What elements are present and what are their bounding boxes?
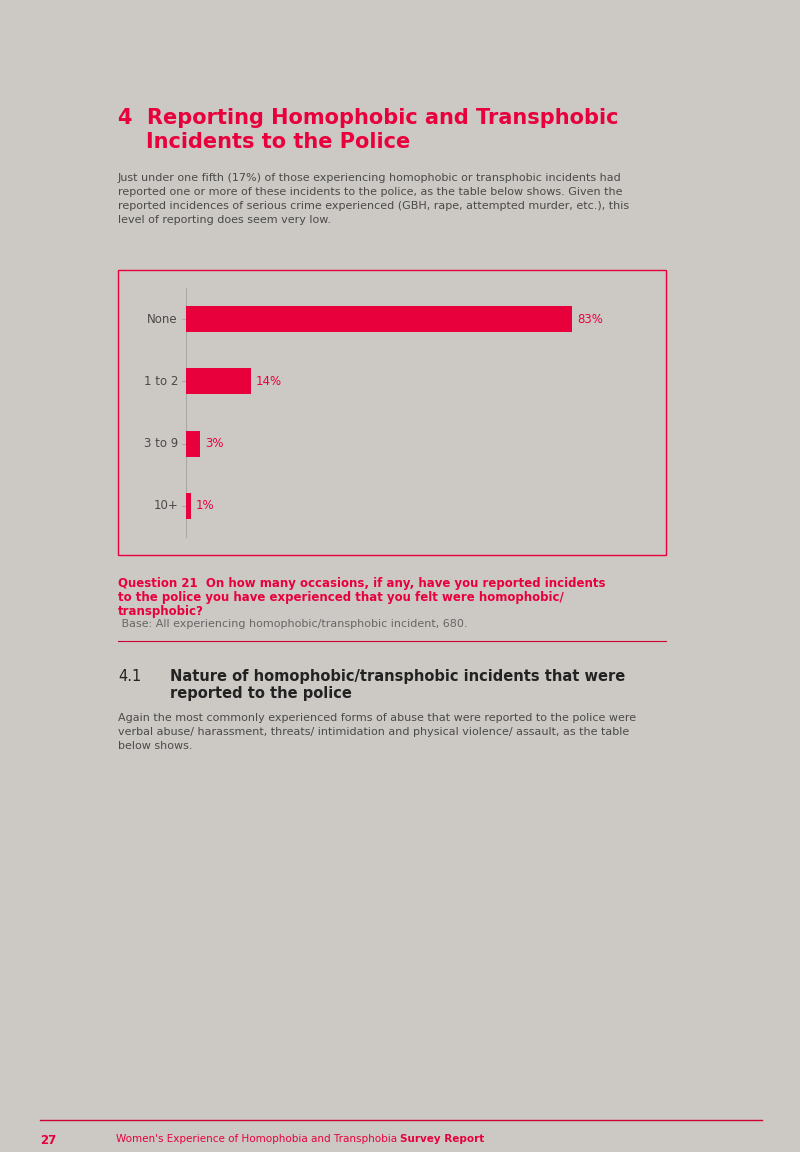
Text: Again the most commonly experienced forms of abuse that were reported to the pol: Again the most commonly experienced form… <box>118 713 636 723</box>
Text: 83%: 83% <box>577 312 603 326</box>
Text: Base: All experiencing homophobic/transphobic incident, 680.: Base: All experiencing homophobic/transp… <box>118 619 467 629</box>
Text: 4  Reporting Homophobic and Transphobic: 4 Reporting Homophobic and Transphobic <box>118 108 618 128</box>
Bar <box>186 493 190 518</box>
Text: Question 21  On how many occasions, if any, have you reported incidents: Question 21 On how many occasions, if an… <box>118 577 606 590</box>
Text: Just under one fifth (17%) of those experiencing homophobic or transphobic incid: Just under one fifth (17%) of those expe… <box>118 173 622 183</box>
Text: 10+: 10+ <box>154 499 178 513</box>
Text: 14%: 14% <box>256 374 282 388</box>
Text: Nature of homophobic/transphobic incidents that were: Nature of homophobic/transphobic inciden… <box>170 669 626 684</box>
Bar <box>118 270 666 555</box>
Text: reported one or more of these incidents to the police, as the table below shows.: reported one or more of these incidents … <box>118 187 622 197</box>
Text: 3 to 9: 3 to 9 <box>144 437 178 450</box>
Text: 3%: 3% <box>205 437 223 450</box>
Text: reported to the police: reported to the police <box>170 685 352 702</box>
Text: Survey Report: Survey Report <box>400 1134 484 1144</box>
Text: 1%: 1% <box>196 499 214 513</box>
Text: level of reporting does seem very low.: level of reporting does seem very low. <box>118 215 331 225</box>
Text: reported incidences of serious crime experienced (GBH, rape, attempted murder, e: reported incidences of serious crime exp… <box>118 200 629 211</box>
Bar <box>186 369 251 394</box>
Bar <box>186 431 200 456</box>
Text: 27: 27 <box>40 1134 56 1147</box>
Text: transphobic?: transphobic? <box>118 605 204 617</box>
Text: Incidents to the Police: Incidents to the Police <box>146 132 410 152</box>
Text: None: None <box>147 312 178 326</box>
Text: 1 to 2: 1 to 2 <box>144 374 178 388</box>
Bar <box>186 306 572 332</box>
Text: below shows.: below shows. <box>118 741 193 751</box>
Text: verbal abuse/ harassment, threats/ intimidation and physical violence/ assault, : verbal abuse/ harassment, threats/ intim… <box>118 727 630 737</box>
Text: Women's Experience of Homophobia and Transphobia: Women's Experience of Homophobia and Tra… <box>116 1134 400 1144</box>
Text: 4.1: 4.1 <box>118 669 142 684</box>
Text: to the police you have experienced that you felt were homophobic/: to the police you have experienced that … <box>118 591 564 604</box>
